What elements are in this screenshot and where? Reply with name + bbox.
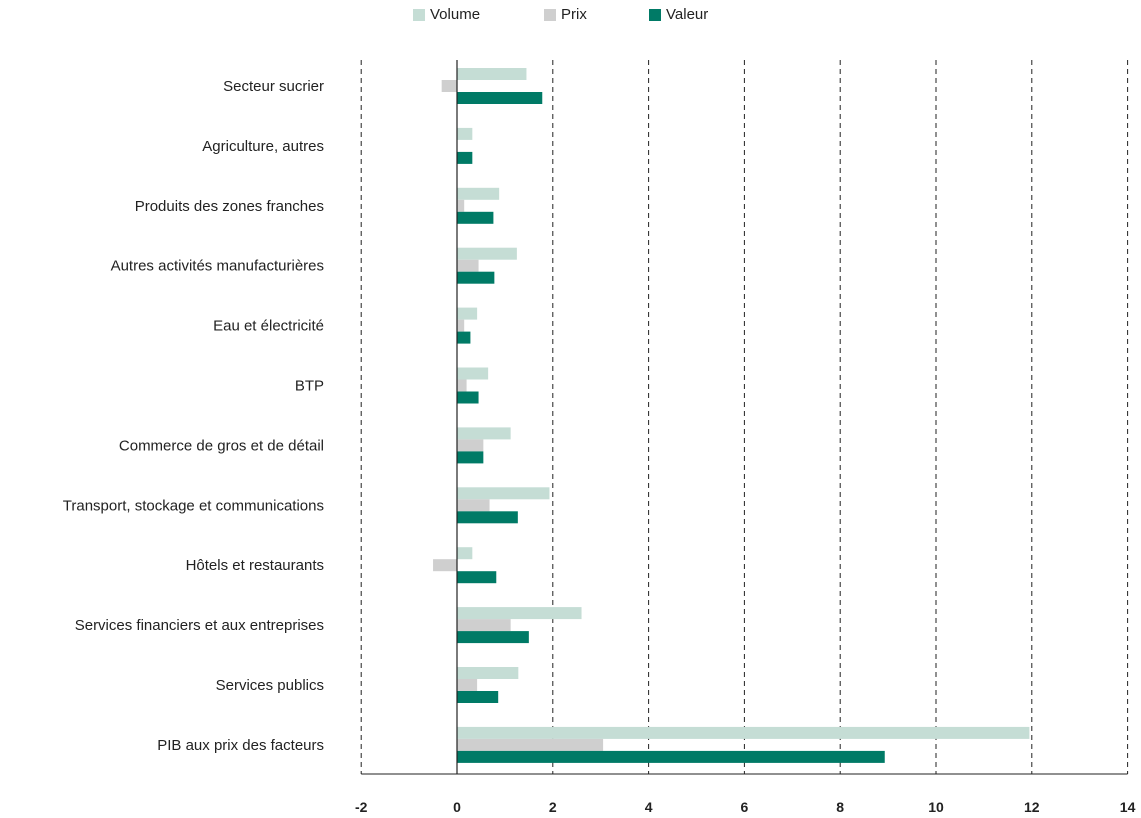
legend-swatch-valeur (649, 8, 661, 21)
bar-prix-4 (457, 319, 465, 332)
bar-volume-11 (457, 726, 1030, 739)
legend-item-valeur: Valeur (649, 6, 708, 23)
bar-valeur-11 (457, 750, 885, 763)
bar-valeur-2 (457, 211, 494, 224)
legend-swatch-prix (544, 8, 556, 21)
bar-valeur-8 (457, 571, 497, 584)
bar-valeur-10 (457, 691, 499, 703)
bar-volume-1 (457, 127, 473, 140)
bar-valeur-0 (457, 92, 543, 104)
legend-item-prix: Prix (544, 6, 587, 23)
bar-prix-9 (457, 619, 511, 632)
category-label-11: PIB aux prix des facteurs (157, 737, 324, 754)
legend-label-valeur: Valeur (666, 6, 709, 23)
legend-label-prix: Prix (561, 6, 587, 23)
legend-swatch-volume (413, 8, 425, 21)
bar-prix-7 (457, 499, 490, 512)
x-tick-label-8: 14 (1120, 799, 1136, 815)
bar-valeur-9 (457, 631, 529, 644)
x-tick-label-5: 8 (836, 799, 844, 815)
bar-valeur-7 (457, 511, 518, 524)
category-label-8: Hôtels et restaurants (186, 557, 324, 574)
x-tick-label-4: 6 (741, 799, 749, 815)
bar-prix-2 (457, 199, 465, 212)
bar-valeur-1 (457, 151, 473, 164)
bar-volume-4 (457, 307, 478, 320)
legend-label-volume: Volume (430, 6, 481, 23)
bar-valeur-4 (457, 331, 471, 344)
bar-volume-9 (457, 607, 582, 620)
category-label-4: Eau et électricité (213, 318, 324, 335)
bar-valeur-6 (457, 451, 484, 464)
bar-volume-8 (457, 547, 473, 560)
x-tick-label-3: 4 (645, 799, 653, 815)
bar-volume-6 (457, 427, 511, 440)
category-label-10: Services publics (216, 677, 324, 694)
category-label-1: Agriculture, autres (202, 138, 324, 155)
x-tick-label-6: 10 (928, 799, 944, 815)
x-tick-label-7: 12 (1024, 799, 1040, 815)
bar-valeur-3 (457, 271, 495, 284)
x-tick-label-1: 0 (453, 799, 461, 815)
bar-volume-5 (457, 367, 489, 380)
bar-prix-8 (433, 559, 457, 572)
bar-volume-10 (457, 667, 519, 679)
x-tick-label-2: 2 (549, 799, 557, 815)
category-label-7: Transport, stockage et communications (63, 497, 324, 514)
bar-volume-7 (457, 487, 550, 500)
category-label-5: BTP (295, 378, 324, 395)
bar-prix-11 (457, 738, 604, 751)
bar-prix-0 (441, 80, 457, 92)
bar-valeur-5 (457, 391, 479, 404)
bar-prix-10 (457, 679, 478, 691)
legend: Volume Prix Valeur (0, 6, 1141, 30)
category-label-3: Autres activités manufacturières (111, 258, 324, 275)
category-label-9: Services financiers et aux entreprises (75, 617, 324, 634)
bar-volume-3 (457, 247, 517, 260)
x-tick-label-0: -2 (355, 799, 368, 815)
bar-prix-3 (457, 259, 479, 272)
bar-volume-0 (457, 68, 527, 80)
bar-prix-6 (457, 439, 484, 452)
category-label-2: Produits des zones franches (135, 198, 324, 215)
bar-prix-5 (457, 379, 467, 392)
category-label-0: Secteur sucrier (223, 78, 324, 95)
bar-volume-2 (457, 187, 500, 200)
legend-item-volume: Volume (413, 6, 480, 23)
category-label-6: Commerce de gros et de détail (119, 437, 324, 454)
